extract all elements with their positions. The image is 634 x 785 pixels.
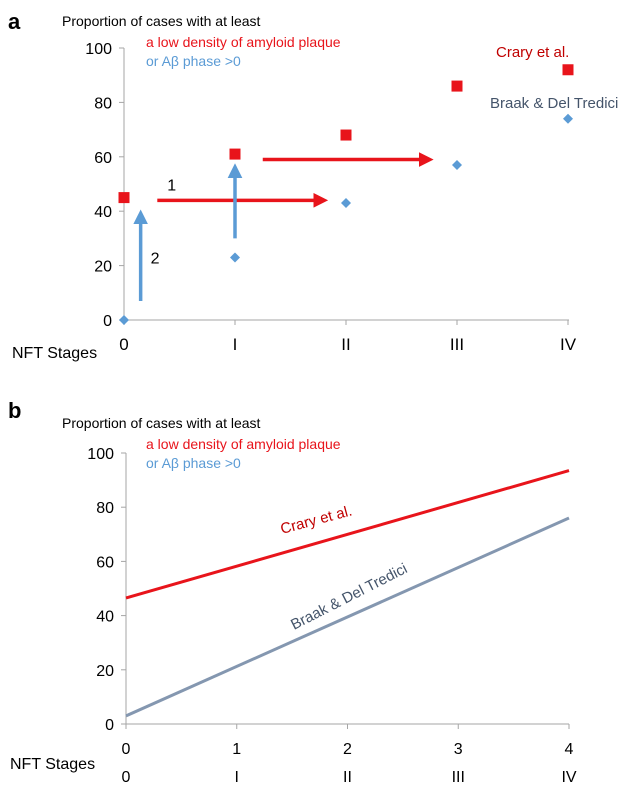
panel-b-line-braak <box>125 516 570 718</box>
panel-a-point-braak <box>119 315 129 325</box>
panel-b-x-tick-label-roman: II <box>343 769 352 785</box>
panel-b-x-tick-label-roman: III <box>452 769 465 785</box>
panel-b-y-tick-label: 60 <box>96 554 114 571</box>
panel-a-x-tick-label: I <box>233 335 238 354</box>
panel-a-series-label-crary: Crary et al. <box>496 44 569 61</box>
panel-a-y-tick-label: 80 <box>94 95 112 112</box>
panel-a-point-braak <box>563 113 573 124</box>
panel-a-point-braak <box>341 198 351 209</box>
panel-a-x-tick-label: 0 <box>119 335 128 354</box>
panel-a-point-crary <box>451 80 463 92</box>
panel-b-letter: b <box>8 398 21 423</box>
panel-a-letter: a <box>8 9 21 34</box>
panel-a-x-tick-label: II <box>341 335 350 354</box>
panel-b-line-crary <box>125 469 570 600</box>
panel-b-chart: b Proportion of cases with at least a lo… <box>8 398 577 785</box>
panel-b-x-tick-label: 1 <box>232 741 241 758</box>
panel-a-xlabel: NFT Stages <box>12 345 97 362</box>
panel-a-point-crary <box>229 148 241 160</box>
panel-a-x-tick-label: III <box>450 335 464 354</box>
panel-a-chart: a Proportion of cases with at least a lo… <box>8 9 618 362</box>
panel-a-point-crary <box>118 192 130 204</box>
panel-b-y-tick-label: 100 <box>87 446 114 463</box>
panel-a-x-tick-label: IV <box>560 335 577 354</box>
panel-a-point-braak <box>452 159 462 170</box>
panel-a-y-tick-label: 40 <box>94 204 112 221</box>
panel-b-x-tick-label-roman: IV <box>561 769 576 785</box>
panel-b-ylabel-line1: Proportion of cases with at least <box>62 415 261 431</box>
panel-a-y-tick-label: 0 <box>103 313 112 330</box>
panel-a-y-tick-label: 60 <box>94 150 112 167</box>
panel-a-arrow-label: 2 <box>151 250 160 267</box>
panel-b-series-label-crary: Crary et al. <box>279 502 354 537</box>
panel-b-x-tick-label-roman: I <box>235 769 239 785</box>
panel-b-y-tick-label: 0 <box>105 717 114 734</box>
panel-b-y-tick-label: 40 <box>96 609 114 626</box>
panel-b-x-tick-label: 3 <box>454 741 463 758</box>
panel-b-y-tick-label: 20 <box>96 663 114 680</box>
panel-b-y-tick-label: 80 <box>96 500 114 517</box>
panel-a-ylabel-line3: or Aβ phase >0 <box>146 53 241 69</box>
panel-b-xlabel: NFT Stages <box>10 756 95 773</box>
panel-a-y-tick-label: 100 <box>85 41 112 58</box>
panel-a-point-braak <box>230 252 240 263</box>
panel-a-point-crary <box>340 129 352 141</box>
panel-b-x-tick-label: 2 <box>343 741 352 758</box>
panel-b-ylabel-line3: or Aβ phase >0 <box>146 455 241 471</box>
panel-a-series-label-braak: Braak & Del Tredici <box>490 95 618 112</box>
panel-a-ylabel-line1: Proportion of cases with at least <box>62 13 261 29</box>
panel-a-arrow-label: 1 <box>167 177 176 194</box>
panel-b-x-tick-label-roman: 0 <box>122 769 131 785</box>
panel-b-x-tick-label: 0 <box>122 741 131 758</box>
panel-a-y-tick-label: 20 <box>94 259 112 276</box>
panel-a-point-crary <box>562 64 574 76</box>
panel-a-ylabel-line2: a low density of amyloid plaque <box>146 34 341 50</box>
panel-b-ylabel-line2: a low density of amyloid plaque <box>146 436 341 452</box>
panel-b-x-tick-label: 4 <box>565 741 574 758</box>
